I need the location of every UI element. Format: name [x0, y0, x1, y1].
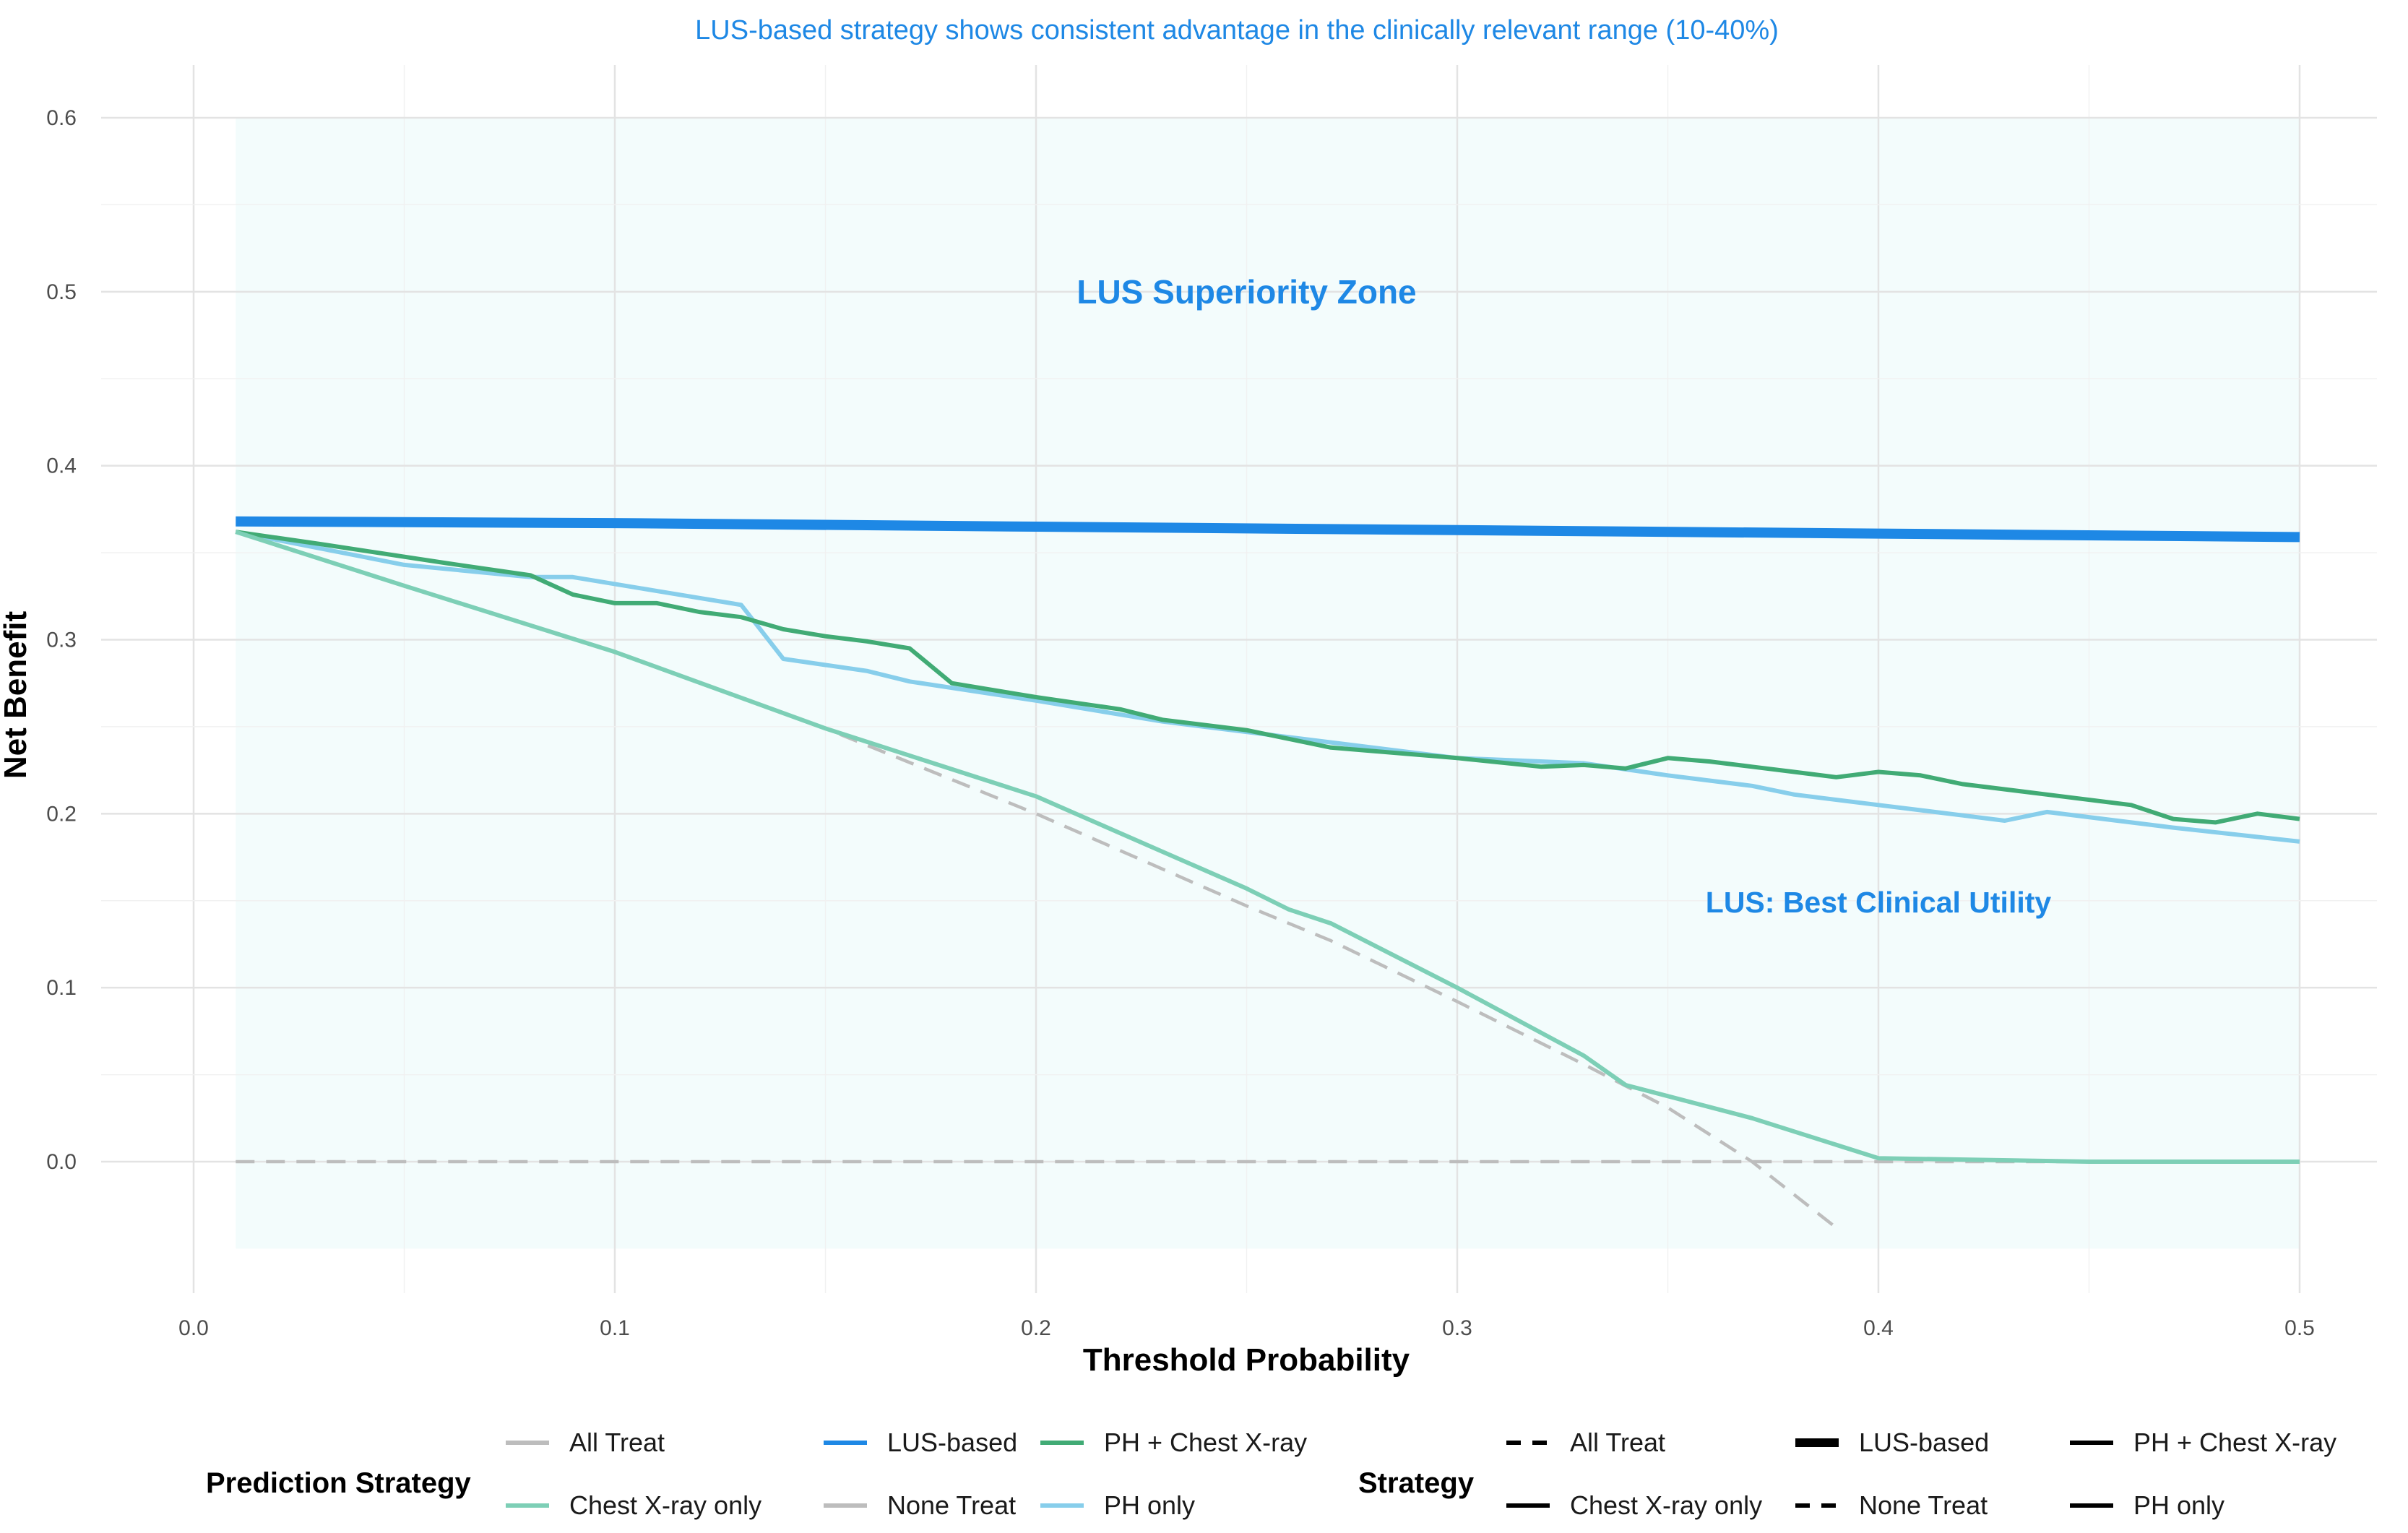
tick-labels: 0.0 0.1 0.2 0.3 0.4 0.5 0.0 0.1 0.2 0.3 0.4 0.5 0.6: [46, 106, 2315, 1340]
legend-label: Chest X-ray only: [569, 1490, 761, 1520]
legend-prediction-strategy: Prediction Strategy All Treat LUS-based PH…: [206, 1428, 1307, 1520]
y-tick-label: 0.2: [46, 802, 77, 826]
y-tick-label: 0.0: [46, 1150, 77, 1174]
legend-label: PH + Chest X-ray: [1104, 1428, 1307, 1457]
legend-label: PH only: [2133, 1490, 2224, 1520]
series-line-chest-x-ray-only: [235, 530, 2300, 1164]
plot-background: [236, 118, 2300, 1249]
legend-label: PH + Chest X-ray: [2133, 1428, 2336, 1457]
legend-label: None Treat: [1859, 1490, 1988, 1520]
x-tick-label: 0.0: [178, 1316, 209, 1340]
legend-label: PH only: [1104, 1490, 1195, 1520]
x-tick-label: 0.2: [1021, 1316, 1051, 1340]
legend-label: None Treat: [887, 1490, 1016, 1520]
legend-label: All Treat: [1570, 1428, 1665, 1457]
series-line-ph-chest-x-ray: [235, 530, 2300, 825]
legend-label: LUS-based: [887, 1428, 1017, 1457]
chart-subtitle: LUS-based strategy shows consistent adva…: [695, 15, 1779, 46]
y-tick-label: 0.5: [46, 280, 77, 304]
x-tick-label: 0.3: [1442, 1316, 1472, 1340]
legend-title: Prediction Strategy: [206, 1467, 472, 1499]
x-tick-label: 0.4: [1863, 1316, 1894, 1340]
y-axis-title: Net Benefit: [0, 611, 33, 780]
shaded-superiority-region: [236, 118, 2300, 1249]
legend-label: All Treat: [569, 1428, 665, 1457]
x-tick-label: 0.5: [2284, 1316, 2315, 1340]
annotation-superiority-zone: LUS Superiority Zone: [1076, 273, 1416, 311]
x-tick-label: 0.1: [600, 1316, 630, 1340]
annotation-best-clinical-utility: LUS: Best Clinical Utility: [1706, 886, 2052, 919]
data-series: [235, 516, 2300, 1230]
legend-label: Chest X-ray only: [1570, 1490, 1762, 1520]
y-tick-label: 0.6: [46, 106, 77, 130]
x-axis-title: Threshold Probability: [1083, 1342, 1410, 1378]
y-tick-label: 0.1: [46, 976, 77, 1000]
grid-lines: [101, 65, 2377, 1293]
series-line-all-treat: [235, 530, 1838, 1230]
y-tick-label: 0.4: [46, 454, 77, 478]
series-line-lus-based: [236, 516, 2300, 543]
legend-title: Strategy: [1358, 1467, 1475, 1499]
legend-label: LUS-based: [1859, 1428, 1989, 1457]
legend-strategy: Strategy All Treat LUS-based PH + Chest X-…: [1358, 1428, 2336, 1520]
y-tick-label: 0.3: [46, 629, 77, 652]
